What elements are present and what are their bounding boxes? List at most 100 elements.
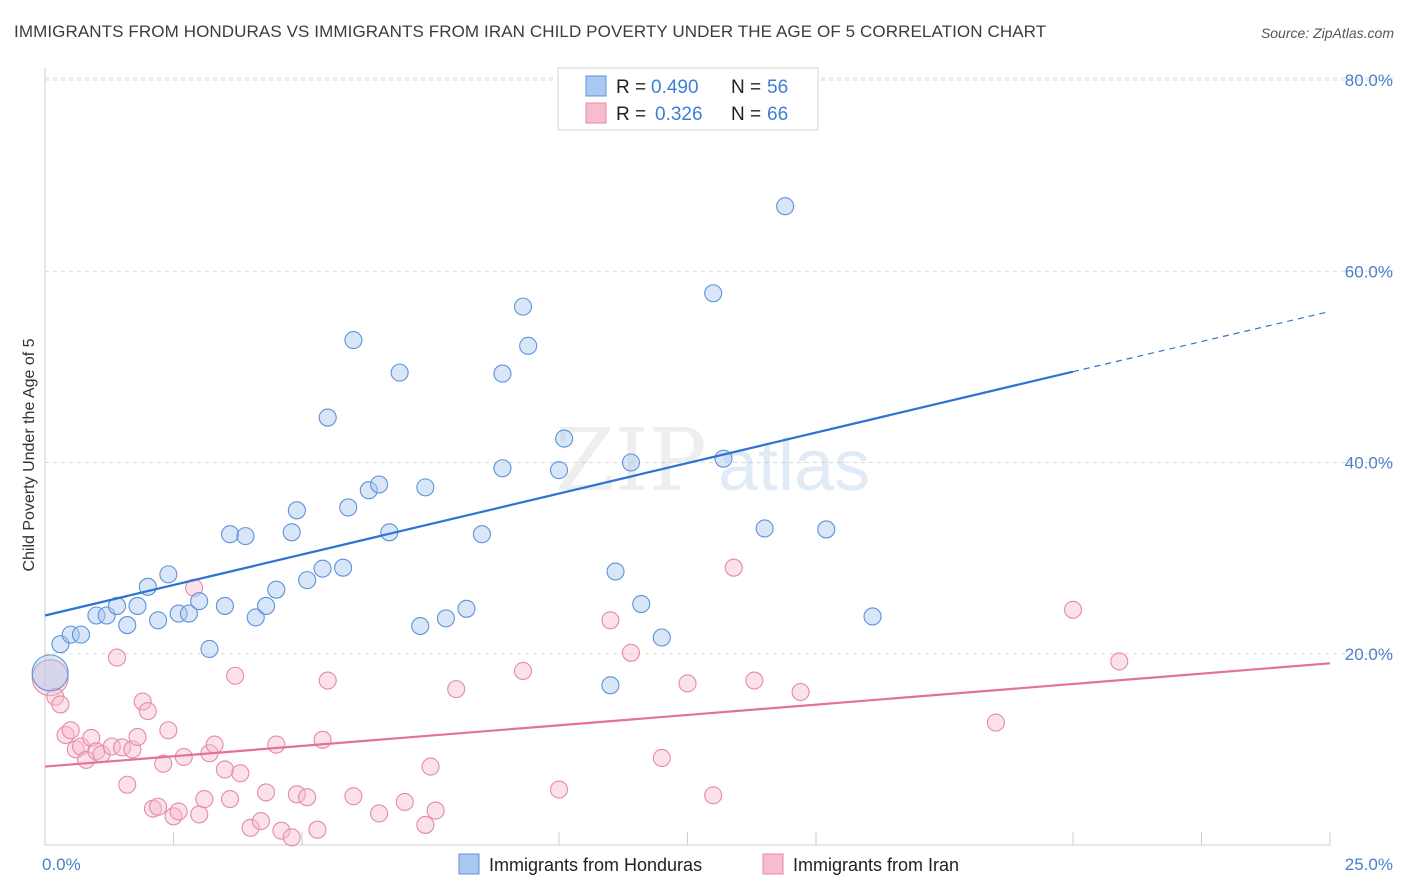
- correlation-legend: R = 0.490 N = 56 R = 0.326 N = 66: [557, 67, 819, 131]
- honduras-trend-line: [44, 370, 1074, 617]
- iran-point-56: [621, 643, 641, 662]
- iran-point-31: [215, 760, 234, 779]
- iran-point-58: [678, 674, 697, 693]
- iran-point-14: [118, 775, 137, 794]
- series-legend: Immigrants from Honduras Immigrants from…: [458, 853, 959, 875]
- honduras-point-7: [118, 616, 137, 635]
- iran-point-30: [205, 735, 224, 754]
- honduras-point-16: [215, 596, 234, 615]
- iran-point-47: [370, 804, 389, 823]
- honduras-point-11: [159, 565, 178, 584]
- iran-point-32: [220, 790, 240, 809]
- iran-point-18: [138, 702, 157, 721]
- iran-point-46: [344, 787, 363, 806]
- iran-point-21: [154, 754, 173, 773]
- honduras-point-12: [169, 604, 188, 623]
- bottom-legend-label-honduras: Immigrants from Honduras: [489, 855, 702, 875]
- iran-point-36: [251, 812, 270, 831]
- legend-n-value-2: 66: [767, 104, 788, 125]
- honduras-point-33: [390, 363, 409, 382]
- honduras-point-55: [863, 607, 882, 626]
- iran-point-3: [56, 725, 75, 745]
- iran-point-8: [82, 728, 101, 747]
- honduras-point-27: [334, 558, 353, 577]
- bottom-legend-swatch-iran: [762, 853, 784, 875]
- iran-point-12: [107, 648, 127, 667]
- honduras-point-22: [282, 523, 301, 542]
- honduras-point-0: [31, 654, 69, 692]
- honduras-point-42: [519, 336, 538, 355]
- honduras-point-45: [601, 676, 620, 695]
- honduras-point-34: [411, 616, 430, 636]
- iran-point-48: [395, 792, 414, 812]
- honduras-point-25: [313, 559, 332, 578]
- iran-point-25: [174, 747, 193, 767]
- y-axis-title: Child Poverty Under the Age of 5: [21, 338, 38, 571]
- legend-r-value-2: 0.326: [655, 104, 703, 125]
- legend-r-value-1: 0.490: [651, 77, 699, 98]
- honduras-point-30: [359, 481, 378, 500]
- bottom-legend-label-iran: Immigrants from Iran: [793, 855, 959, 875]
- legend-n-value-1: 56: [767, 77, 788, 98]
- iran-point-55: [601, 611, 620, 630]
- iran-point-33: [226, 666, 245, 685]
- y-tick-label-0: 20.0%: [1345, 645, 1393, 664]
- honduras-point-41: [513, 297, 533, 316]
- honduras-point-28: [339, 498, 358, 517]
- iran-point-39: [272, 821, 291, 840]
- iran-point-37: [256, 783, 276, 802]
- honduras-point-39: [493, 364, 512, 383]
- iran-point-45: [318, 671, 337, 690]
- honduras-point-2: [61, 625, 80, 644]
- y-tick-labels: 20.0% 40.0% 60.0% 80.0%: [1345, 71, 1393, 664]
- legend-n-label-1: N =: [731, 77, 761, 98]
- iran-point-17: [133, 692, 152, 711]
- honduras-point-38: [472, 525, 491, 544]
- legend-n-label-2: N =: [731, 104, 761, 125]
- bottom-legend-swatch-honduras: [458, 853, 480, 875]
- iran-point-28: [195, 790, 214, 809]
- iran-point-62: [791, 682, 810, 702]
- honduras-point-24: [298, 571, 317, 590]
- honduras-point-21: [267, 580, 286, 599]
- honduras-point-14: [190, 592, 209, 611]
- honduras-point-10: [149, 611, 168, 630]
- honduras-point-54: [817, 520, 836, 539]
- iran-point-27: [190, 805, 209, 824]
- x-tick-label-min: 0.0%: [42, 855, 81, 874]
- honduras-point-31: [370, 475, 389, 494]
- honduras-point-52: [755, 519, 774, 538]
- iran-point-60: [724, 558, 743, 577]
- watermark: ZIP atlas: [555, 411, 870, 511]
- legend-r-label-1: R =: [616, 77, 646, 98]
- iran-point-52: [447, 680, 466, 699]
- watermark-atlas: atlas: [718, 426, 870, 506]
- iran-point-49: [416, 815, 435, 834]
- honduras-point-44: [555, 429, 574, 448]
- iran-point-16: [128, 727, 147, 746]
- iran-point-61: [745, 671, 764, 690]
- honduras-point-35: [416, 478, 435, 497]
- honduras-point-29: [344, 331, 363, 350]
- honduras-point-43: [549, 461, 569, 480]
- honduras-point-4: [87, 606, 106, 625]
- iran-point-24: [169, 802, 188, 821]
- iran-point-0: [31, 659, 69, 697]
- y-tick-label-2: 60.0%: [1345, 262, 1393, 281]
- honduras-point-17: [220, 525, 240, 544]
- iran-point-22: [159, 721, 178, 740]
- honduras-point-18: [236, 527, 255, 546]
- honduras-point-37: [457, 599, 476, 618]
- honduras-point-20: [256, 596, 276, 615]
- honduras-point-19: [246, 608, 265, 627]
- iran-point-41: [287, 785, 306, 804]
- iran-point-40: [282, 828, 301, 847]
- trend-lines: [44, 310, 1331, 768]
- iran-point-50: [421, 757, 440, 776]
- iran-point-35: [241, 818, 260, 837]
- iran-point-64: [1063, 600, 1083, 619]
- honduras-point-36: [436, 609, 455, 628]
- honduras-point-3: [71, 625, 91, 644]
- x-ticks: [44, 832, 1331, 845]
